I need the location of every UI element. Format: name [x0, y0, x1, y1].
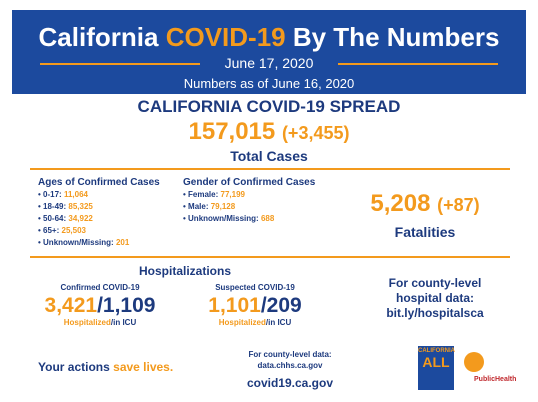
divider	[338, 63, 498, 65]
hosp-label: Hospitalized/in ICU	[185, 318, 325, 327]
county-hosp: For county-level hospital data: bit.ly/hos…	[350, 276, 520, 321]
fatalities-label: Fatalities	[394, 224, 456, 240]
label: /in ICU	[110, 318, 137, 327]
list-item: Male: 79,128	[183, 201, 274, 213]
hospitalized: 1,101	[208, 294, 261, 317]
county-data: For county-level data: data.chhs.ca.gov	[220, 349, 360, 371]
text: ALL	[422, 354, 450, 370]
label: Hospitalized	[218, 318, 266, 327]
text: CALIFORNIA	[418, 348, 455, 354]
link: data.chhs.ca.gov	[257, 361, 323, 370]
list-item: Unknown/Missing: 688	[183, 213, 274, 225]
item-label: 65+:	[43, 226, 60, 235]
title-part: By The Numbers	[292, 22, 500, 52]
list-item: 0-17: 11,064	[38, 189, 129, 201]
hosp-title: Hospitalizations	[138, 264, 231, 278]
item-value: 79,128	[210, 202, 236, 211]
title-part: California	[38, 22, 159, 52]
item-label: Female:	[188, 190, 219, 199]
item-label: 18-49:	[43, 202, 67, 211]
divider	[30, 168, 510, 170]
label: Hospitalized	[63, 318, 111, 327]
text: For county-level data:	[248, 350, 332, 359]
hosp-subtitle: Suspected COVID-19	[215, 283, 295, 292]
list-item: Female: 77,199	[183, 189, 274, 201]
icu: 1,109	[102, 294, 156, 317]
icu: 209	[266, 294, 302, 317]
website: covid19.ca.gov	[246, 376, 334, 390]
item-value: 25,503	[61, 226, 86, 235]
divider	[40, 63, 200, 65]
as-of: Numbers as of June 16, 2020	[183, 76, 355, 91]
total: 157,015	[188, 118, 276, 145]
gender-title: Gender of Confirmed Cases	[183, 177, 316, 188]
item-label: Unknown/Missing:	[43, 238, 114, 247]
logo-icon	[464, 352, 484, 372]
total-label: Total Cases	[230, 148, 308, 164]
label: /in ICU	[265, 318, 292, 327]
item-value: 34,922	[68, 214, 93, 223]
item-value: 77,199	[220, 190, 245, 199]
hosp-block: Suspected COVID-19 1,101/209 Hospitalized/…	[185, 283, 325, 327]
change: (+3,455)	[281, 123, 350, 143]
separator: /	[97, 294, 103, 317]
ages-title: Ages of Confirmed Cases	[38, 177, 160, 188]
logo-left: CALIFORNIA ALL	[418, 346, 455, 390]
text: Your actions	[38, 360, 110, 374]
hosp-block: Confirmed COVID-19 3,421/1,109 Hospitalize…	[30, 283, 170, 327]
item-label: Unknown/Missing:	[188, 214, 259, 223]
list-item: Unknown/Missing: 201	[38, 237, 129, 249]
item-label: 50-64:	[43, 214, 67, 223]
title-part: COVID-19	[165, 22, 286, 52]
item-value: 85,325	[68, 202, 93, 211]
list-item: 65+: 25,503	[38, 225, 129, 237]
tagline: Your actions save lives.	[38, 360, 173, 374]
separator: /	[260, 294, 267, 317]
divider	[30, 256, 510, 258]
fatalities: 5,208 (+87)	[340, 190, 510, 218]
link: bit.ly/hospitalsca	[386, 306, 484, 320]
ages-list: 0-17: 11,06418-49: 85,32550-64: 34,92265…	[38, 189, 129, 249]
item-label: Male:	[188, 202, 209, 211]
change: (+87)	[437, 195, 480, 215]
total-cases: 157,015 (+3,455)	[0, 118, 538, 146]
fatalities-value: 5,208	[370, 190, 431, 217]
text: save lives.	[113, 360, 174, 374]
hosp-numbers: 1,101/209	[185, 294, 325, 318]
section-title: CALIFORNIA COVID-19 SPREAD	[137, 97, 401, 116]
hosp-numbers: 3,421/1,109	[30, 294, 170, 318]
hosp-subtitle: Confirmed COVID-19	[60, 283, 140, 292]
item-value: 201	[115, 238, 130, 247]
text: For county-level	[388, 276, 482, 290]
item-value: 11,064	[63, 190, 88, 199]
item-value: 688	[260, 214, 275, 223]
gender-list: Female: 77,199Male: 79,128Unknown/Missin…	[183, 189, 274, 225]
header-band	[12, 10, 526, 94]
date: June 17, 2020	[224, 55, 314, 71]
list-item: 50-64: 34,922	[38, 213, 129, 225]
hosp-label: Hospitalized/in ICU	[30, 318, 170, 327]
list-item: 18-49: 85,325	[38, 201, 129, 213]
hospitalized: 3,421	[44, 294, 98, 317]
text: hospital data:	[395, 291, 474, 305]
item-label: 0-17:	[43, 190, 62, 199]
logo-right: PublicHealth	[474, 376, 517, 383]
title: California COVID-19 By The Numbers	[12, 22, 526, 53]
